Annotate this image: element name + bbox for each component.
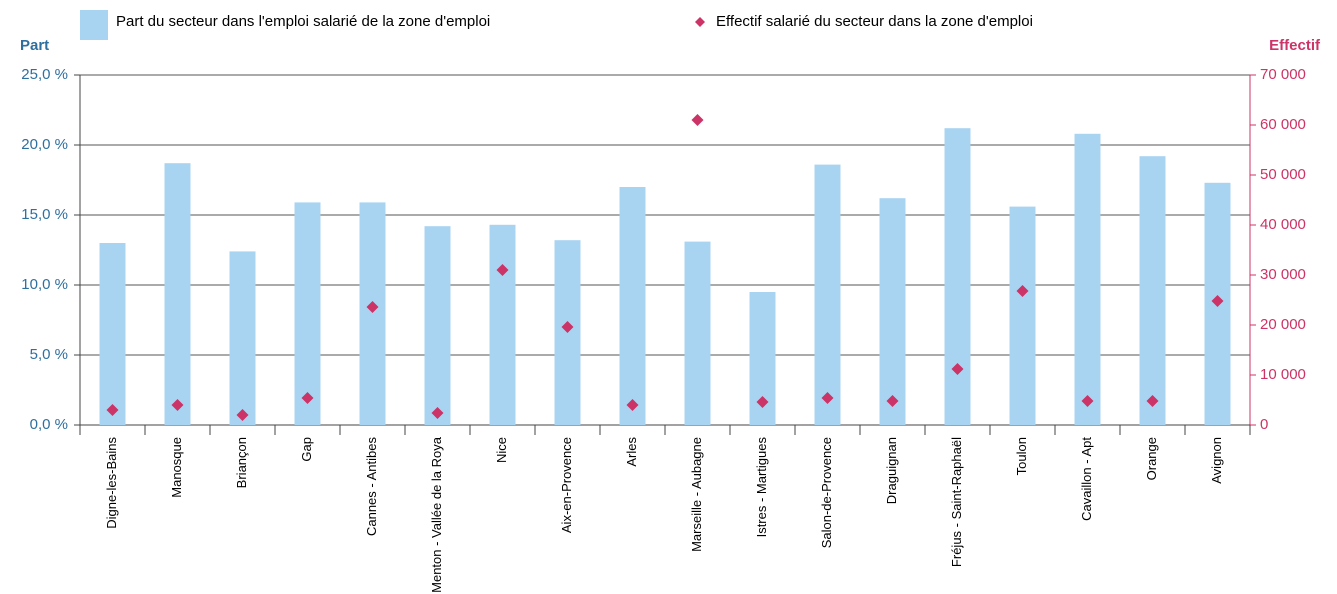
bar bbox=[684, 241, 711, 425]
legend-label: Effectif salarié du secteur dans la zone… bbox=[716, 13, 1033, 30]
y2-tick-label: 50 000 bbox=[1260, 166, 1306, 183]
x-tick-label: Arles bbox=[624, 437, 639, 467]
bar bbox=[1074, 133, 1101, 426]
bar bbox=[1009, 206, 1036, 425]
x-tick-label: Istres - Martigues bbox=[754, 437, 769, 538]
x-tick-label: Digne-les-Bains bbox=[104, 437, 119, 529]
bar bbox=[619, 187, 646, 425]
bar bbox=[944, 128, 971, 425]
x-tick-label: Cannes - Antibes bbox=[364, 437, 379, 537]
x-tick-label: Gap bbox=[299, 437, 314, 462]
bar bbox=[164, 163, 191, 425]
x-tick-label: Marseille - Aubagne bbox=[689, 437, 704, 552]
x-tick-label: Briançon bbox=[234, 437, 249, 488]
y2-tick-label: 60 000 bbox=[1260, 116, 1306, 133]
point bbox=[236, 409, 249, 421]
x-tick-label: Draguignan bbox=[884, 437, 899, 504]
bar bbox=[229, 251, 256, 425]
legend-swatch bbox=[80, 10, 108, 40]
x-tick-label: Manosque bbox=[169, 437, 184, 498]
point bbox=[1081, 395, 1094, 407]
y-tick-label: 5,0 % bbox=[30, 346, 68, 363]
y-tick-label: 15,0 % bbox=[21, 206, 68, 223]
bar bbox=[424, 226, 451, 425]
x-tick-label: Aix-en-Provence bbox=[559, 437, 574, 533]
bar bbox=[294, 202, 321, 425]
y-tick-label: 25,0 % bbox=[21, 66, 68, 83]
x-tick-label: Avignon bbox=[1209, 437, 1224, 484]
x-tick-label: Fréjus - Saint-Raphaël bbox=[949, 437, 964, 567]
point bbox=[301, 392, 314, 404]
x-tick-label: Toulon bbox=[1014, 437, 1029, 475]
y-tick-label: 0,0 % bbox=[30, 416, 68, 433]
point bbox=[951, 363, 964, 375]
x-tick-label: Menton - Vallée de la Roya bbox=[429, 436, 444, 593]
y-tick-label: 10,0 % bbox=[21, 276, 68, 293]
point bbox=[1016, 285, 1029, 297]
bar bbox=[879, 198, 906, 425]
y2-tick-label: 0 bbox=[1260, 416, 1268, 433]
point bbox=[366, 301, 379, 313]
y2-tick-label: 30 000 bbox=[1260, 266, 1306, 283]
bar bbox=[1139, 156, 1166, 425]
point bbox=[756, 396, 769, 408]
point bbox=[561, 321, 574, 333]
point bbox=[821, 392, 834, 404]
legend-label: Part du secteur dans l'emploi salarié de… bbox=[116, 13, 490, 30]
point bbox=[106, 404, 119, 416]
point bbox=[431, 407, 444, 419]
y-tick-label: 20,0 % bbox=[21, 136, 68, 153]
bar bbox=[489, 224, 516, 425]
bar bbox=[359, 202, 386, 425]
point bbox=[691, 114, 704, 126]
y2-tick-label: 40 000 bbox=[1260, 216, 1306, 233]
y2-tick-label: 70 000 bbox=[1260, 66, 1306, 83]
point bbox=[1146, 395, 1159, 407]
point bbox=[886, 395, 899, 407]
point bbox=[171, 399, 184, 411]
x-tick-label: Nice bbox=[494, 437, 509, 463]
point bbox=[496, 264, 509, 276]
y2-axis-title: Effectif bbox=[1269, 37, 1321, 54]
bar bbox=[814, 164, 841, 425]
y2-tick-label: 10 000 bbox=[1260, 366, 1306, 383]
x-tick-label: Orange bbox=[1144, 437, 1159, 480]
x-tick-label: Salon-de-Provence bbox=[819, 437, 834, 548]
point bbox=[626, 399, 639, 411]
x-tick-label: Cavaillon - Apt bbox=[1079, 437, 1094, 521]
y2-tick-label: 20 000 bbox=[1260, 316, 1306, 333]
bar bbox=[99, 243, 126, 425]
point bbox=[1211, 295, 1224, 307]
legend-swatch bbox=[695, 17, 705, 27]
y-axis-title: Part bbox=[20, 37, 49, 54]
